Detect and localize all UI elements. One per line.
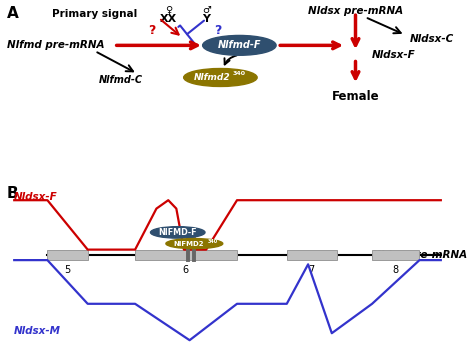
- Text: ♂: ♂: [202, 5, 210, 15]
- FancyBboxPatch shape: [47, 250, 88, 260]
- Text: NIFMD-F: NIFMD-F: [158, 228, 197, 237]
- Text: Nlfmd-C: Nlfmd-C: [99, 75, 143, 85]
- Text: B: B: [7, 186, 19, 201]
- Text: Primary signal: Primary signal: [52, 8, 137, 19]
- Text: 5: 5: [64, 265, 71, 275]
- Ellipse shape: [203, 35, 276, 55]
- Text: A: A: [7, 6, 19, 21]
- Text: Female: Female: [332, 90, 379, 103]
- Text: 8: 8: [393, 265, 399, 275]
- Text: Nldsx pre-mRNA: Nldsx pre-mRNA: [372, 250, 467, 260]
- Text: Nldsx pre-mRNA: Nldsx pre-mRNA: [308, 6, 403, 16]
- Text: Nldsx-F: Nldsx-F: [372, 50, 416, 60]
- Text: Nldsx-C: Nldsx-C: [410, 34, 454, 44]
- Text: Nldsx-F: Nldsx-F: [14, 192, 58, 202]
- Text: Nlfmd2: Nlfmd2: [194, 73, 231, 82]
- FancyBboxPatch shape: [372, 250, 419, 260]
- Text: Nlfmd pre-mRNA: Nlfmd pre-mRNA: [7, 40, 105, 50]
- Text: 7: 7: [308, 265, 315, 275]
- Text: Nlfmd-F: Nlfmd-F: [218, 40, 261, 50]
- Text: XX: XX: [160, 14, 177, 24]
- Text: Y: Y: [202, 14, 210, 24]
- Ellipse shape: [166, 239, 223, 248]
- Text: Nldsx-M: Nldsx-M: [14, 326, 61, 336]
- Text: NIFMD2: NIFMD2: [173, 240, 203, 247]
- FancyBboxPatch shape: [135, 250, 237, 260]
- Text: ?: ?: [214, 24, 222, 37]
- Text: 340: 340: [208, 239, 218, 244]
- Text: 6: 6: [183, 265, 189, 275]
- Ellipse shape: [184, 69, 257, 86]
- FancyBboxPatch shape: [287, 250, 337, 260]
- Ellipse shape: [151, 227, 205, 238]
- Text: ♀: ♀: [164, 5, 172, 15]
- Text: 340: 340: [232, 71, 245, 76]
- Text: ?: ?: [148, 24, 155, 37]
